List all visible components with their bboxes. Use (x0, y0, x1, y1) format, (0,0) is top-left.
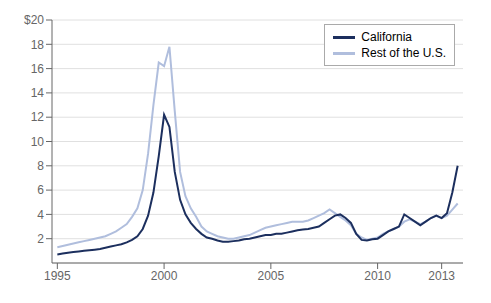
svg-text:18: 18 (31, 38, 45, 52)
svg-text:12: 12 (31, 110, 45, 124)
svg-text:16: 16 (31, 62, 45, 76)
svg-text:14: 14 (31, 86, 45, 100)
svg-text:6: 6 (37, 183, 44, 197)
svg-text:2013: 2013 (428, 269, 455, 283)
svg-text:2005: 2005 (257, 269, 284, 283)
html-text:Rest of the U.S.: Rest of the U.S. (361, 46, 446, 60)
svg-text:2000: 2000 (151, 269, 178, 283)
svg-text:10: 10 (31, 135, 45, 149)
svg-text:8: 8 (37, 159, 44, 173)
svg-text:2: 2 (37, 232, 44, 246)
svg-text:2010: 2010 (364, 269, 391, 283)
svg-text:4: 4 (37, 208, 44, 222)
html-text:California: California (361, 30, 412, 44)
svg-text:1995: 1995 (44, 269, 71, 283)
svg-text:$20: $20 (24, 13, 44, 27)
